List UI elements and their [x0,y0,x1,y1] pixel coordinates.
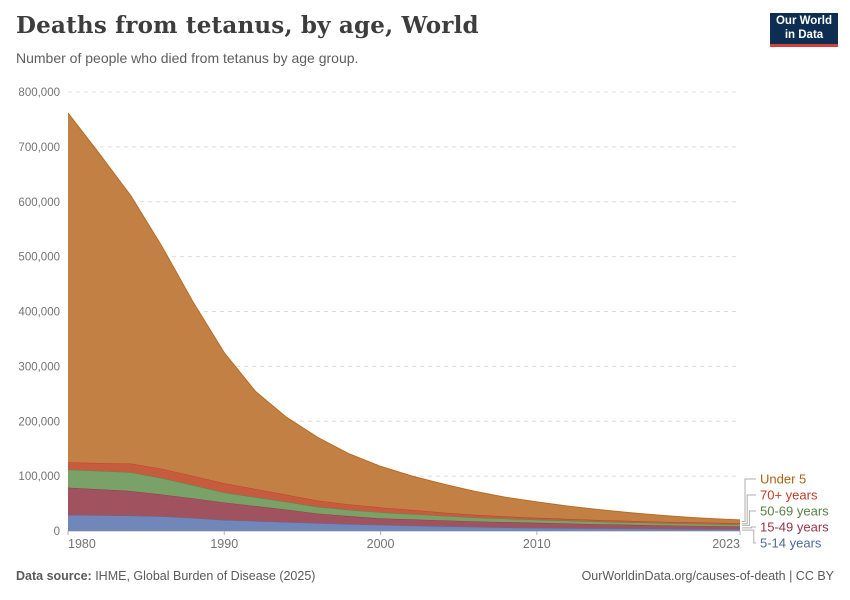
legend-connector [742,494,756,525]
area-70-plus-years[interactable] [68,462,740,525]
y-axis-label: 700,000 [18,142,60,154]
logo-line-2: in Data [784,28,824,41]
x-axis-label: 2000 [367,537,395,551]
legend-connector [742,478,756,522]
chart-footer: Data source: IHME, Global Burden of Dise… [16,569,834,583]
legend-connector [742,529,756,544]
data-source-text: IHME, Global Burden of Disease (2025) [91,569,316,583]
y-axis-label: 500,000 [18,252,60,264]
chart-title: Deaths from tetanus, by age, World [16,12,479,39]
y-axis-label: 800,000 [18,87,60,99]
legend-label-70-plus-years[interactable]: 70+ years [760,488,818,503]
legend-label-15-49-years[interactable]: 15-49 years [760,520,829,535]
footer-citation[interactable]: OurWorldinData.org/causes-of-death | CC … [581,569,834,583]
y-axis-label: 300,000 [18,361,60,373]
legend-label-50-69-years[interactable]: 50-69 years [760,504,829,519]
y-axis-label: 100,000 [18,471,60,483]
data-source-label: Data source: [16,569,92,583]
area-top-edge-under-5 [67,112,741,521]
chart-subtitle: Number of people who died from tetanus b… [16,50,359,66]
x-axis-label: 1980 [68,537,96,551]
area-5-14-years[interactable] [68,515,740,531]
x-axis-label: 2010 [523,537,551,551]
y-axis-label: 200,000 [18,416,60,428]
legend-connector [742,510,756,526]
y-axis-label: 400,000 [18,307,60,319]
area-under-5[interactable] [68,112,740,524]
y-axis-label: 0 [54,526,60,538]
area-50-69-years[interactable] [68,469,740,527]
area-15-49-years[interactable] [68,487,740,530]
y-axis-label: 600,000 [18,197,60,209]
legend-connector [742,526,756,529]
owid-logo[interactable]: Our World in Data [770,13,838,47]
data-source: Data source: IHME, Global Burden of Dise… [16,569,315,583]
legend-label-5-14-years[interactable]: 5-14 years [760,536,822,551]
x-axis-label: 2023 [712,537,740,551]
legend-label-under-5[interactable]: Under 5 [760,472,806,487]
logo-line-1: Our World [775,14,832,27]
x-axis-label: 1990 [210,537,238,551]
